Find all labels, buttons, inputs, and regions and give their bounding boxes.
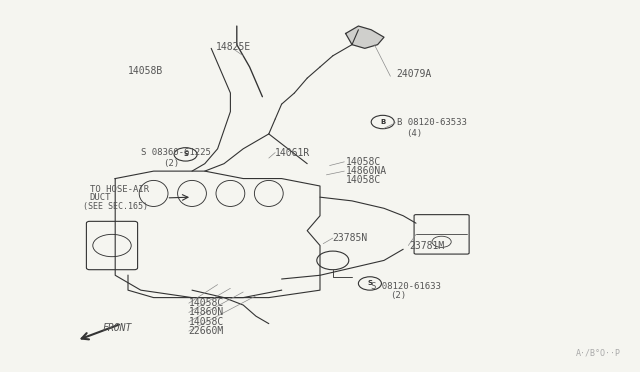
Text: 24079A: 24079A	[397, 70, 432, 79]
Polygon shape	[346, 26, 384, 48]
Text: FRONT: FRONT	[102, 323, 132, 333]
Text: S: S	[367, 280, 372, 286]
Text: (2): (2)	[390, 291, 406, 300]
Text: 14061R: 14061R	[275, 148, 310, 157]
Text: 14860NA: 14860NA	[346, 166, 387, 176]
Text: B 08120-63533: B 08120-63533	[397, 118, 467, 127]
Text: 23781M: 23781M	[410, 241, 445, 250]
Text: S 08360-61225: S 08360-61225	[141, 148, 211, 157]
Text: 14058C: 14058C	[346, 157, 381, 167]
Text: (SEE SEC.165): (SEE SEC.165)	[83, 202, 148, 211]
Text: S 08120-61633: S 08120-61633	[371, 282, 441, 291]
Text: 14058C: 14058C	[189, 317, 224, 327]
Text: 14860N: 14860N	[189, 308, 224, 317]
Text: TO HOSE-AIR: TO HOSE-AIR	[90, 185, 148, 194]
Text: S: S	[183, 151, 188, 157]
Text: 14825E: 14825E	[216, 42, 252, 51]
Text: (2): (2)	[163, 159, 179, 168]
Text: B: B	[380, 119, 385, 125]
Text: 14058C: 14058C	[346, 176, 381, 185]
Text: DUCT: DUCT	[90, 193, 111, 202]
Text: (4): (4)	[406, 129, 422, 138]
Text: 23785N: 23785N	[333, 233, 368, 243]
Text: 14058B: 14058B	[128, 66, 163, 76]
Text: A·/B°O··P: A·/B°O··P	[576, 348, 621, 357]
Text: 14058C: 14058C	[189, 298, 224, 308]
Text: 22660M: 22660M	[189, 326, 224, 336]
